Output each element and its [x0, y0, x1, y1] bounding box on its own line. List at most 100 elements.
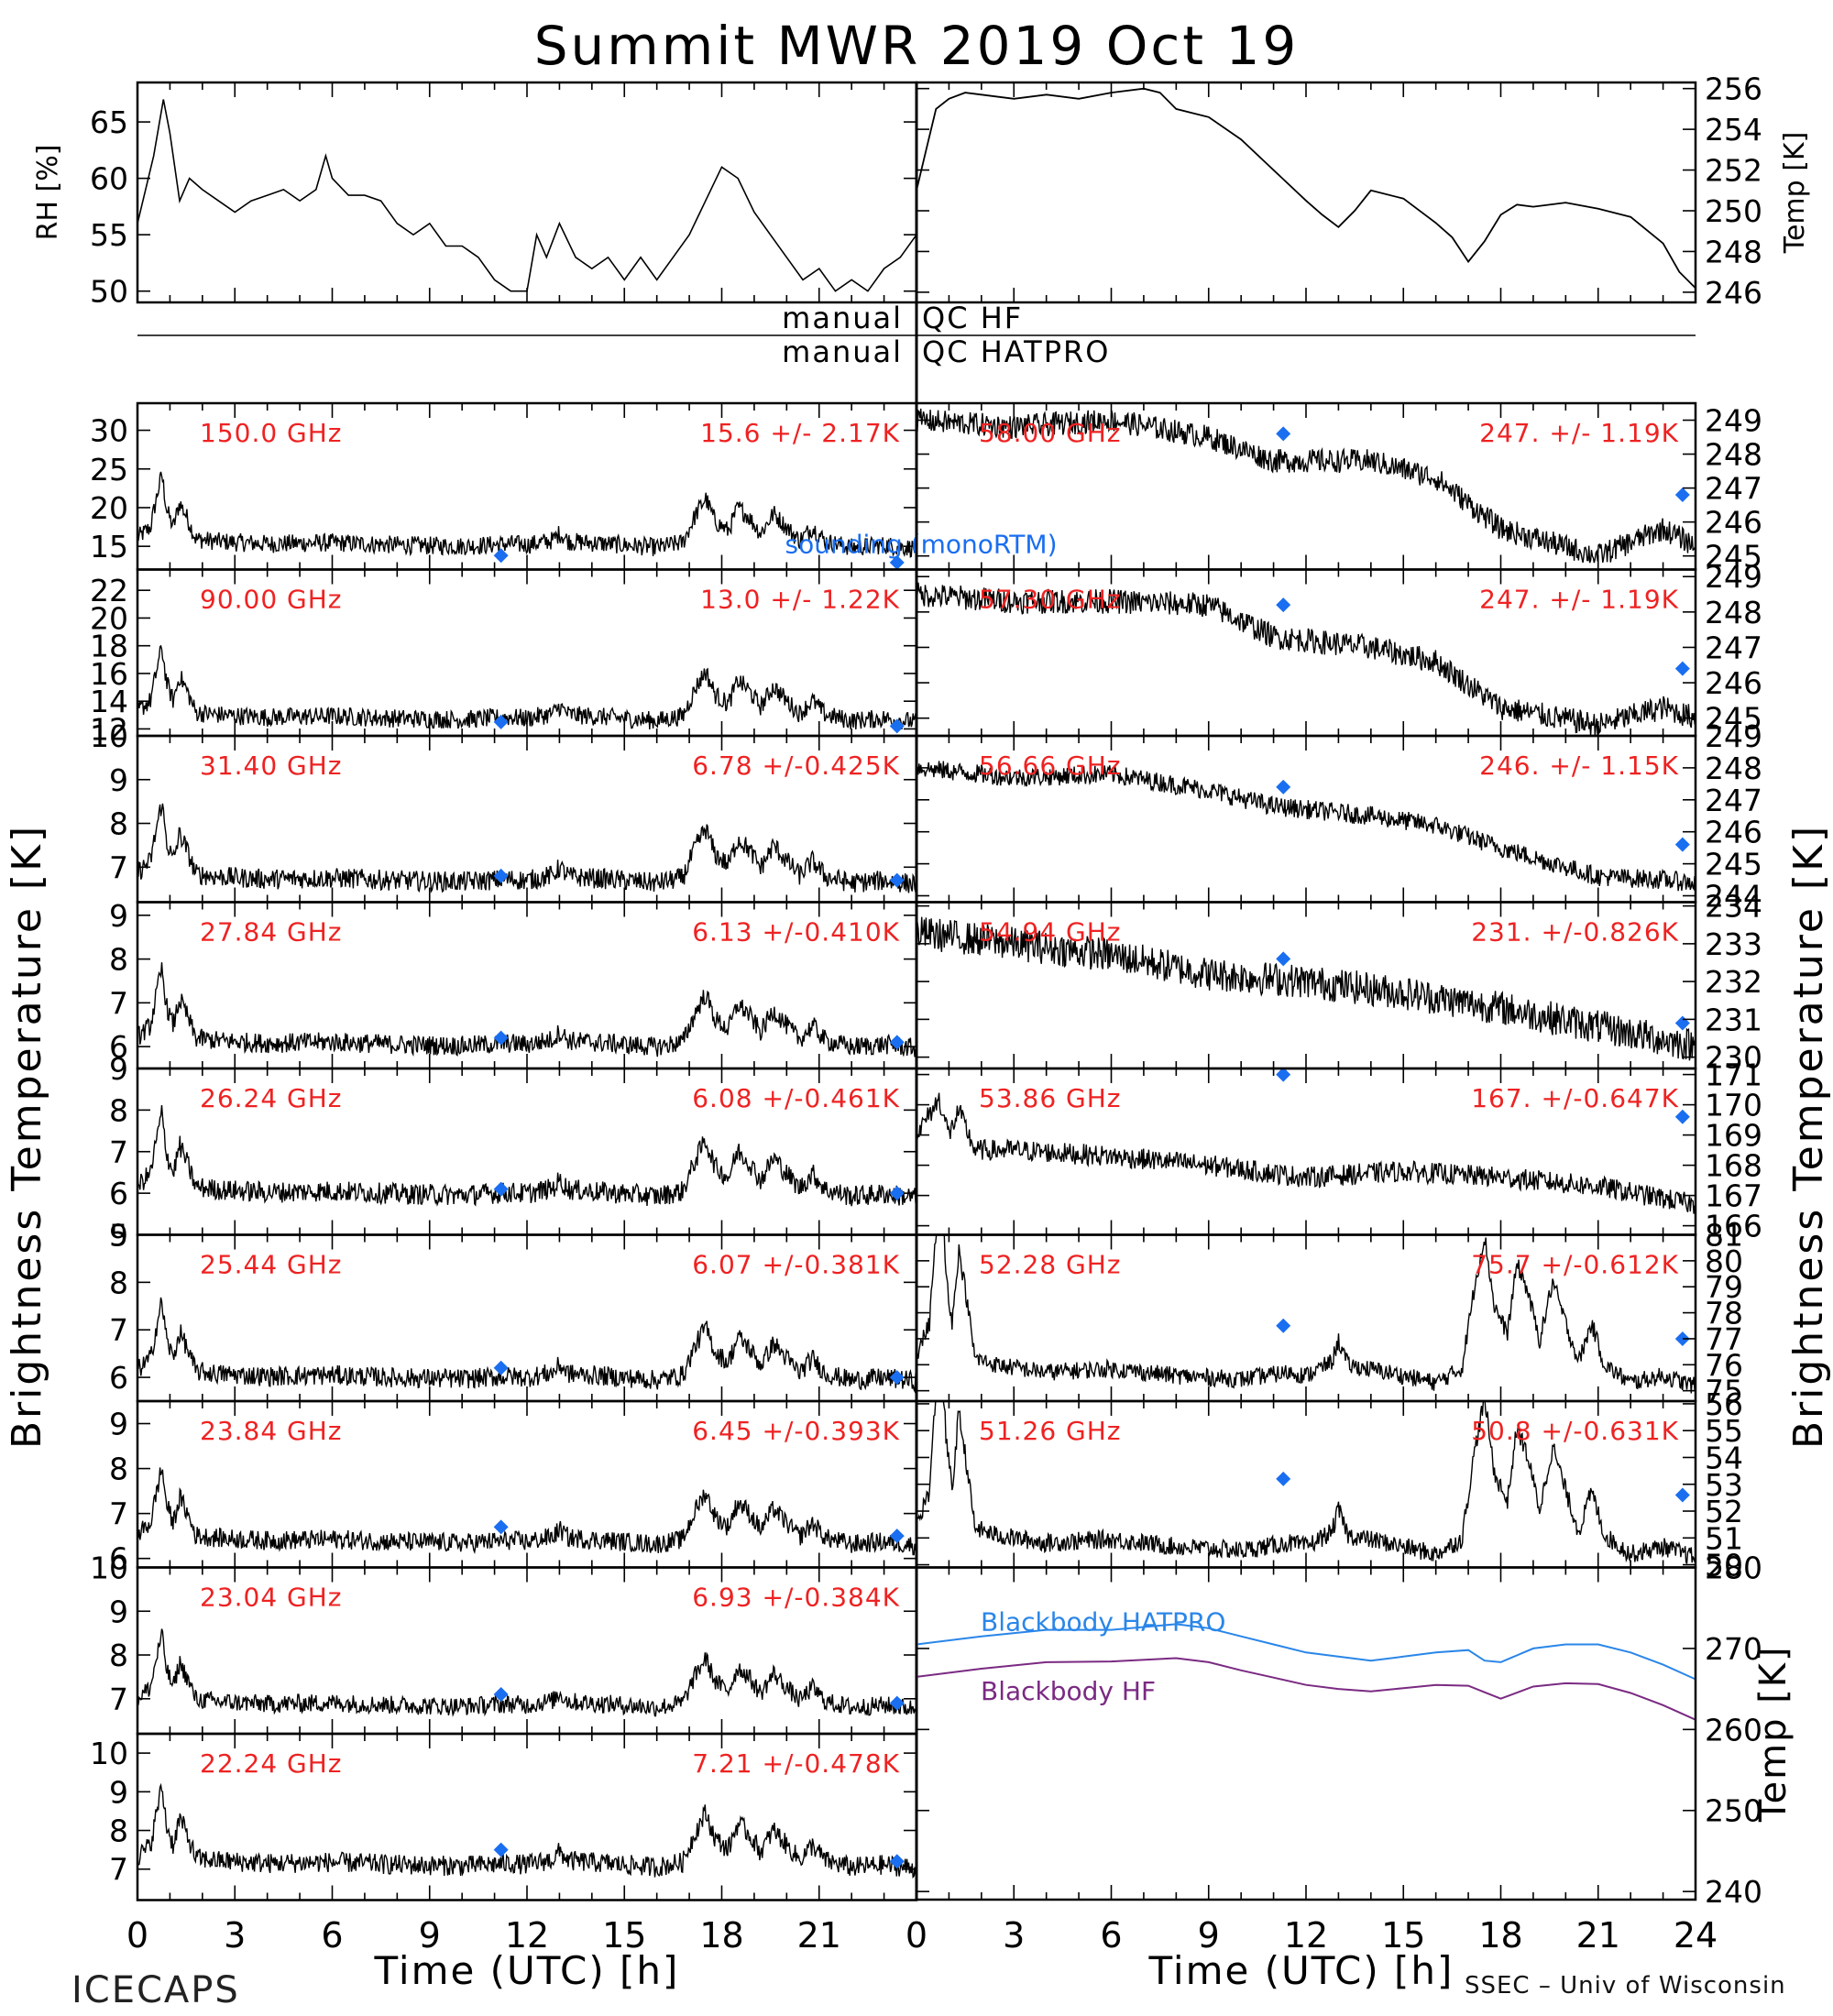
panel-ch2624-sonde-marker-0: [493, 1181, 509, 1197]
footer-right: SSEC – Univ of Wisconsin: [1465, 1972, 1786, 2000]
panel-ch2544-sonde-marker-0: [493, 1360, 509, 1375]
panel-ch2304-stats-label: 6.93 +/-0.384K: [692, 1583, 900, 1613]
panel-ch5800-ytick-label: 246: [1705, 505, 1762, 541]
panel-ch2784-trace: [137, 962, 917, 1057]
panel-ch5126-ytick-label: 55: [1705, 1413, 1743, 1449]
blackbody-ytick-label: 270: [1705, 1631, 1762, 1667]
panel-ch2304: 7 8 9 10 23.04 GHz 6.93 +/-0.384K: [90, 1550, 918, 1736]
rh-panel: 50 55 60 65 RH [%]: [32, 81, 918, 310]
panel-ch5386-ytick-label: 167: [1705, 1178, 1762, 1214]
xtick-label-right: 15: [1381, 1915, 1425, 1956]
temp-ytick-label: 250: [1705, 193, 1762, 229]
panel-ch5666-ytick-label: 245: [1705, 847, 1762, 882]
panel-ch5126-ytick-label: 50: [1705, 1548, 1743, 1583]
panel-ch3140-freq-label: 31.40 GHz: [200, 751, 343, 781]
panel-ch2224-ytick-label: 9: [109, 1774, 128, 1810]
xtick-label-right: 24: [1674, 1915, 1718, 1956]
panel-ch2384-freq-label: 23.84 GHz: [200, 1416, 343, 1446]
panel-ch5228-ytick-label: 80: [1705, 1244, 1743, 1279]
panel-ch150-sonde-marker-0: [493, 548, 509, 564]
panel-ch2784-ytick-label: 6: [109, 1029, 128, 1065]
panel-ch5666-ytick-label: 248: [1705, 751, 1762, 786]
temp-panel: 246 248 250 252 254 256 Temp [K]: [915, 71, 1811, 311]
panel-ch150-sonde-marker-1: [889, 554, 905, 570]
panel-ch5228-sonde-marker-0: [1276, 1318, 1291, 1333]
panel-ch90-sonde-marker-1: [889, 718, 905, 734]
panel-ch5730-ytick-label: 248: [1705, 595, 1762, 630]
panel-ch5386-ytick-label: 170: [1705, 1088, 1762, 1123]
panel-ch2224-ytick-label: 7: [109, 1852, 128, 1888]
panel-ch150-ytick-label: 15: [90, 529, 128, 564]
panel-ch5126-trace: [916, 1400, 1696, 1564]
panel-ch5126-stats-label: 50.8 +/-0.631K: [1471, 1416, 1679, 1446]
panel-ch2624-sonde-marker-1: [889, 1186, 905, 1201]
blackbody-ytick-label: 280: [1705, 1550, 1762, 1586]
panel-ch5494-ytick-label: 232: [1705, 964, 1762, 1000]
panel-ch2544-stats-label: 6.07 +/-0.381K: [692, 1250, 900, 1280]
panel-ch5730-trace: [916, 582, 1696, 737]
panel-ch2544: 6 7 8 9 25.44 GHz 6.07 +/-0.381K: [109, 1218, 918, 1403]
panel-ch5800-stats-label: 247. +/- 1.19K: [1479, 418, 1679, 448]
panel-ch5494-stats-label: 231. +/-0.826K: [1471, 917, 1679, 948]
panel-ch2384-ytick-label: 7: [109, 1496, 128, 1532]
panel-ch150-stats-label: 15.6 +/- 2.17K: [700, 418, 900, 448]
panel-ch5228-ytick-label: 76: [1705, 1347, 1743, 1383]
panel-ch150-ytick-label: 20: [90, 490, 128, 526]
right-xlabel: Time (UTC) [h]: [1148, 1948, 1454, 1993]
panel-ch3140-stats-label: 6.78 +/-0.425K: [692, 751, 900, 781]
footer-left: ICECAPS: [71, 1969, 240, 2011]
panel-ch5386-trace: [916, 1092, 1696, 1214]
panel-ch90-ytick-label: 12: [90, 711, 128, 747]
panel-ch5386-sonde-marker-1: [1674, 1109, 1690, 1124]
panel-ch5666-ytick-label: 249: [1705, 718, 1762, 754]
panel-ch2384-ytick-label: 6: [109, 1541, 128, 1577]
panel-ch2784-ytick-label: 9: [109, 898, 128, 934]
panel-ch5666-freq-label: 56.66 GHz: [979, 751, 1122, 781]
panel-ch2304-ytick-label: 10: [90, 1550, 128, 1586]
panel-ch2384-ytick-label: 9: [109, 1407, 128, 1442]
panel-ch5800-trace: [916, 408, 1696, 564]
blackbody-ytick-label: 260: [1705, 1712, 1762, 1748]
blackbody-panel: Blackbody HATPRO Blackbody HF 240 250 260 270…: [915, 1550, 1795, 1910]
panel-ch2384-ytick-label: 8: [109, 1452, 128, 1487]
panel-ch5386-ytick-label: 168: [1705, 1148, 1762, 1184]
temp-frame: [915, 81, 1697, 304]
panel-ch5800-ytick-label: 249: [1705, 403, 1762, 439]
panel-ch5666-sonde-marker-1: [1674, 837, 1690, 852]
panel-ch3140: 7 8 9 10 31.40 GHz 6.78 +/-0.425K: [90, 718, 918, 904]
panel-ch2544-sonde-marker-1: [889, 1370, 905, 1386]
panel-ch5228-ytick-label: 77: [1705, 1321, 1743, 1357]
rh-ytick-label: 50: [90, 274, 128, 310]
panel-ch3140-sonde-marker-1: [889, 872, 905, 888]
panel-ch5666-sonde-marker-0: [1276, 779, 1291, 794]
panel-ch2784-sonde-marker-1: [889, 1035, 905, 1050]
xtick-label-right: 0: [906, 1915, 927, 1956]
blackbody-ytick-label: 240: [1705, 1874, 1762, 1910]
panel-ch5228-trace: [916, 1233, 1696, 1394]
panel-ch5730-ytick-label: 246: [1705, 665, 1762, 701]
panel-ch5800-ytick-label: 245: [1705, 539, 1762, 575]
panel-ch2624-stats-label: 6.08 +/-0.461K: [692, 1083, 900, 1113]
panel-ch2784-stats-label: 6.13 +/-0.410K: [692, 917, 900, 948]
panel-ch2624-trace: [137, 1105, 917, 1207]
panel-ch5800-freq-label: 58.00 GHz: [979, 418, 1122, 448]
panel-ch5386-stats-label: 167. +/-0.647K: [1471, 1083, 1679, 1113]
panel-ch5494-freq-label: 54.94 GHz: [979, 917, 1122, 948]
chart-title: Summit MWR 2019 Oct 19: [534, 15, 1300, 77]
panel-ch2544-freq-label: 25.44 GHz: [200, 1250, 343, 1280]
rh-trace: [137, 99, 917, 292]
panel-ch3140-ytick-label: 10: [90, 718, 128, 754]
temp-ytick-label: 254: [1705, 112, 1762, 148]
panel-ch5126-ytick-label: 56: [1705, 1386, 1743, 1422]
panel-ch5730-ytick-label: 249: [1705, 559, 1762, 595]
xtick-label-right: 6: [1100, 1915, 1122, 1956]
panel-ch2384-stats-label: 6.45 +/-0.393K: [692, 1416, 900, 1446]
xtick-label-left: 15: [602, 1915, 646, 1956]
panel-ch90-ytick-label: 14: [90, 684, 128, 719]
panel-ch150-freq-label: 150.0 GHz: [200, 418, 343, 448]
panel-ch2624-freq-label: 26.24 GHz: [200, 1083, 343, 1113]
